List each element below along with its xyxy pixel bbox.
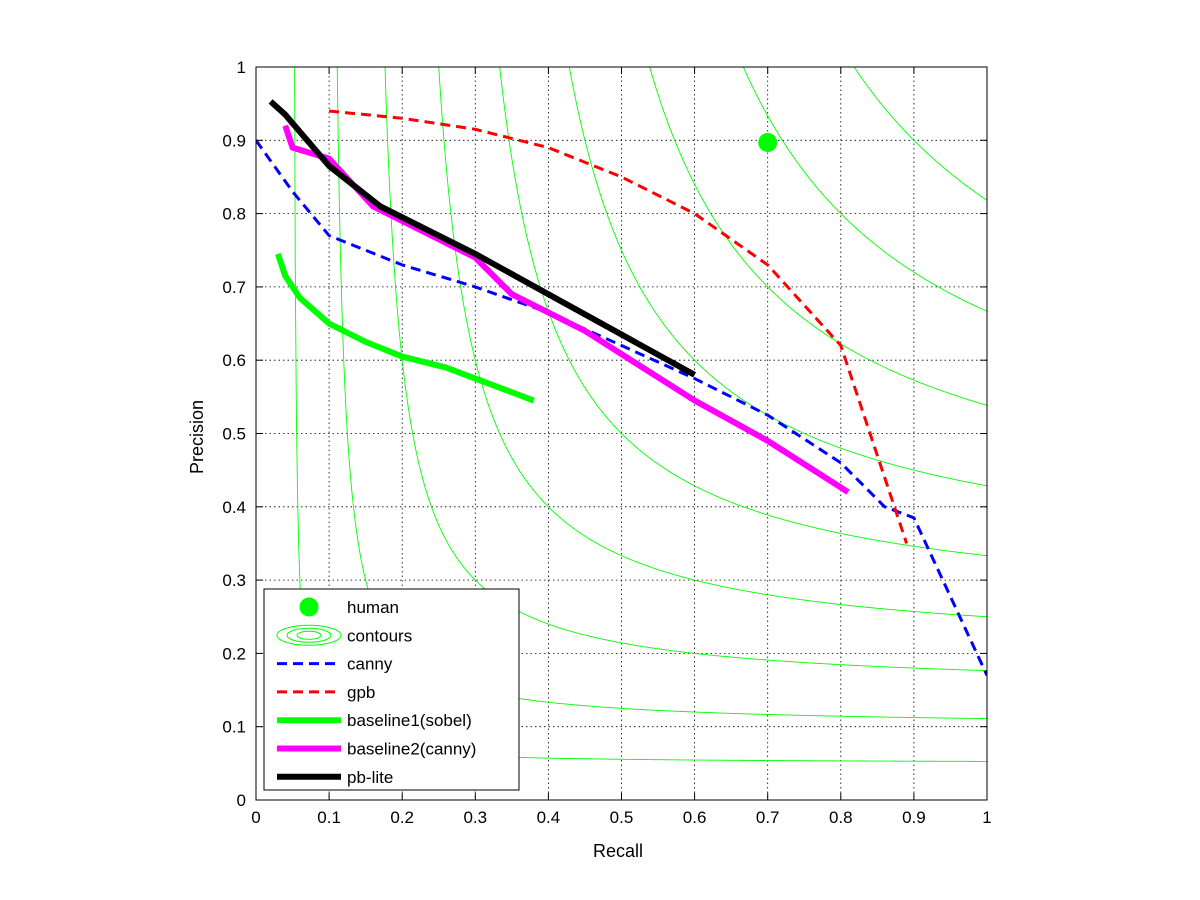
markers [758, 132, 778, 152]
ticks: 0 0.1 0.2 0.3 0.4 0.5 0.6 0.7 0.8 0.9 1 0 0.1 0.2 0.3 0… [222, 58, 991, 827]
legend-label-baseline1-sobel: baseline1(sobel) [347, 711, 472, 730]
legend-contours-swatch [276, 624, 342, 646]
legend-label-baseline2-canny: baseline2(canny) [347, 740, 476, 759]
y-tick-label: 0.8 [222, 205, 246, 224]
x-tick-label: 0.4 [537, 808, 561, 827]
y-tick-label: 0.4 [222, 498, 246, 517]
legend-label-contours: contours [347, 626, 412, 645]
series-line-gpb [328, 109, 909, 544]
y-axis-title: Precision [187, 400, 207, 474]
legend-human-swatch [299, 597, 319, 617]
y-tick-label: 0.2 [222, 644, 246, 663]
legend-label-pb-lite: pb-lite [347, 768, 393, 787]
f-contour-line [853, 67, 987, 201]
x-tick-label: 0.1 [317, 808, 341, 827]
x-tick-label: 0.8 [829, 808, 853, 827]
y-tick-label: 0.3 [222, 571, 246, 590]
grid [256, 67, 987, 800]
legend-label-canny: canny [347, 655, 393, 674]
series-line-baseline1-sobel [275, 252, 535, 404]
f-contour-line [649, 67, 987, 406]
x-tick-label: 0.6 [683, 808, 707, 827]
y-tick-label: 0.5 [222, 425, 246, 444]
f-contour-line [568, 67, 987, 487]
x-tick-label: 0.9 [902, 808, 926, 827]
legend-label-human: human [347, 598, 399, 617]
legend-label-gpb: gpb [347, 683, 375, 702]
f-contour-line [384, 67, 987, 672]
series-line-canny [256, 139, 987, 677]
x-tick-label: 1 [982, 808, 991, 827]
y-tick-label: 0.6 [222, 351, 246, 370]
f-contour-line [742, 67, 987, 312]
legend: human contours canny gpb baseline1(sobel) bas… [263, 588, 520, 791]
legend-box [263, 588, 520, 791]
f-contour-line [438, 67, 987, 618]
series-lines [256, 99, 987, 677]
y-tick-label: 0.1 [222, 718, 246, 737]
series-line-baseline2-canny [282, 124, 850, 495]
y-tick-label: 0 [237, 791, 246, 810]
legend-contours-swatch [296, 630, 322, 640]
f-contour-line [499, 67, 987, 557]
legend-contours-swatch [286, 627, 332, 643]
series-line-pb-lite [268, 99, 697, 378]
x-tick-label: 0.7 [756, 808, 780, 827]
y-tick-label: 0.9 [222, 131, 246, 150]
x-tick-label: 0.2 [390, 808, 414, 827]
x-tick-label: 0 [251, 808, 260, 827]
x-tick-label: 0.5 [610, 808, 634, 827]
x-tick-label: 0.3 [463, 808, 487, 827]
y-tick-label: 0.7 [222, 278, 246, 297]
y-tick-label: 1 [237, 58, 246, 77]
human-marker [758, 132, 778, 152]
x-axis-title: Recall [593, 841, 643, 861]
